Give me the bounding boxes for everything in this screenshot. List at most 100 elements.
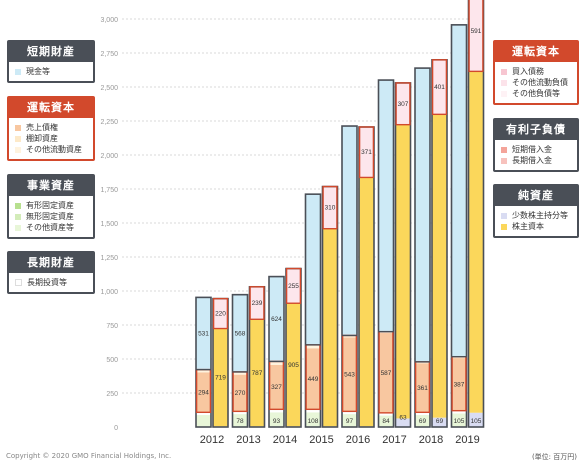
legend-item: 短期借入金 (501, 144, 571, 155)
legend-item: 有形固定資産 (15, 200, 87, 211)
legend-net-assets: 純資産 少数株主持分等 株主資本 (493, 184, 579, 238)
legend-item: その他負債等 (501, 88, 571, 99)
legend-item: その他流動負債 (501, 77, 571, 88)
bar-outline-working-liab (322, 185, 338, 230)
bar-liabilities (286, 268, 301, 304)
x-tick-label: 2012 (200, 434, 224, 446)
bar-outline-working-liab (468, 0, 484, 73)
bar-outline-right (467, 0, 485, 428)
bar-outline-working-liab (431, 59, 448, 116)
bar-other-current (232, 371, 248, 375)
y-tick-label: 2,000 (100, 153, 118, 160)
data-label: 401 (434, 84, 445, 91)
swatch-icon (15, 213, 21, 220)
data-label: 105 (471, 418, 482, 425)
swatch-icon (501, 90, 507, 97)
legend-item: 株主資本 (501, 221, 571, 232)
swatch-icon (501, 212, 507, 219)
bar-other-assets (451, 413, 467, 427)
y-tick-label: 2,250 (100, 119, 118, 126)
bar-outline-working-liab (249, 286, 265, 320)
bar-group-2016: 97 543 371 (341, 125, 375, 428)
legend-label: 棚卸資産 (26, 134, 58, 143)
data-label: 371 (361, 149, 372, 156)
bar-outline-assets (341, 125, 358, 428)
bar-long-investments (378, 412, 394, 416)
swatch-icon (15, 68, 21, 75)
legend-label: 無形固定資産 (26, 212, 74, 221)
legend-item: その他資産等 (15, 222, 87, 233)
bar-receivables (305, 348, 321, 410)
data-label: 220 (215, 311, 226, 318)
x-tick-label: 2015 (309, 434, 333, 446)
copyright-text: Copyright © 2020 GMO Financial Holdings,… (6, 452, 172, 460)
swatch-icon (501, 68, 507, 75)
bar-group-2017: 84 587 63 307 (377, 79, 412, 428)
legend-items: 現金等 (9, 62, 93, 81)
legend-items: 少数株主持分等 株主資本 (495, 206, 577, 236)
legend-item: 買入債務 (501, 66, 571, 77)
bar-cash (415, 68, 430, 362)
swatch-icon (15, 146, 21, 153)
data-label: 327 (271, 384, 282, 391)
legend-label: 少数株主持分等 (512, 211, 568, 220)
swatch-icon (15, 279, 22, 286)
bar-equity (395, 124, 411, 419)
data-label: 449 (308, 376, 319, 383)
bar-receivables (415, 363, 430, 413)
swatch-icon (501, 79, 507, 86)
bar-liabilities (213, 298, 228, 329)
bar-receivables (342, 337, 357, 412)
bar-cash (232, 294, 248, 372)
bar-outline-assets (304, 193, 322, 428)
legend-item: 無形固定資産 (15, 211, 87, 222)
data-label: 568 (235, 330, 246, 337)
swatch-icon (15, 202, 21, 209)
bar-other-assets (232, 414, 248, 427)
legend-label: その他負債等 (512, 89, 560, 98)
legend-title: 運転資本 (495, 42, 577, 62)
legend-working-assets: 運転資本 売上債権 棚卸資産 その他流動資産 (7, 96, 95, 161)
y-tick-label: 2,500 (100, 85, 118, 92)
data-label: 787 (252, 370, 263, 377)
data-label: 93 (273, 418, 281, 425)
data-label: 543 (344, 371, 355, 378)
bar-liabilities (359, 126, 374, 178)
legend-items: 長期投資等 (9, 273, 93, 292)
legend-label: その他流動資産 (26, 145, 82, 154)
data-label: 591 (471, 28, 482, 35)
bar-other-assets (378, 415, 394, 427)
bar-group-2014: 93 327 624 905 255 (268, 267, 302, 428)
bar-outline-working-liab (358, 126, 375, 179)
legend-title: 事業資産 (9, 176, 93, 196)
bar-other-current (305, 344, 321, 349)
bar-other-assets (269, 412, 284, 427)
data-label: 310 (325, 205, 336, 212)
x-tick-label: 2018 (419, 434, 443, 446)
bar-cash (451, 24, 467, 357)
legend-label: 現金等 (26, 67, 50, 76)
legend-long-assets: 長期財産 長期投資等 (7, 251, 95, 294)
legend-short-assets: 短期財産 現金等 (7, 40, 95, 83)
bar-outline-working-liab (285, 267, 302, 304)
bar-receivables (451, 358, 467, 411)
bar-long-investments (269, 409, 284, 413)
x-tick-label: 2016 (346, 434, 370, 446)
x-tick-label: 2019 (455, 434, 479, 446)
bar-other-assets (415, 415, 430, 427)
bar-long-investments (305, 409, 321, 413)
bar-other-assets (342, 414, 357, 427)
data-label: 587 (381, 370, 392, 377)
grid-lines (122, 18, 485, 394)
bar-minority (395, 418, 411, 427)
y-tick-label: 750 (106, 323, 118, 330)
legend-label: 長期投資等 (27, 278, 67, 287)
bar-liabilities (249, 286, 265, 320)
swatch-icon (501, 146, 507, 153)
legend-items: 売上債権 棚卸資産 その他流動資産 (9, 118, 93, 159)
data-label: 719 (215, 374, 226, 381)
bar-other-current (269, 361, 284, 365)
bar-outline-working-liab (395, 82, 411, 126)
legend-label: 長期借入金 (512, 156, 552, 165)
